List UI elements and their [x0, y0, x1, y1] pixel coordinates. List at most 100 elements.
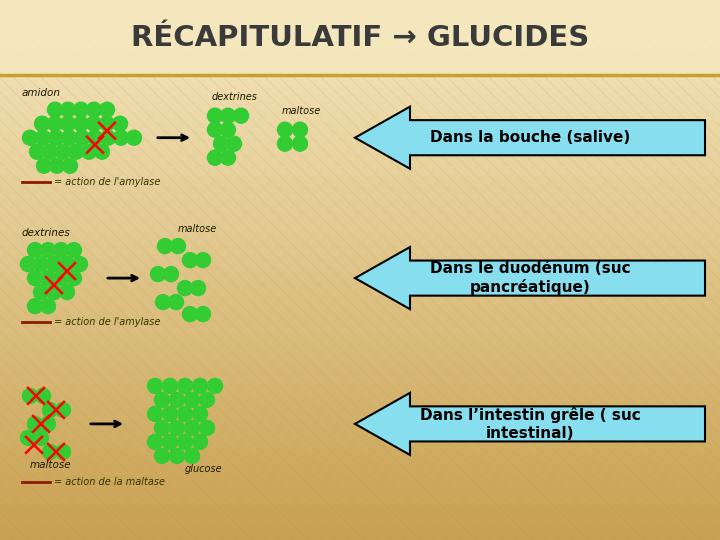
Circle shape — [40, 299, 55, 314]
Bar — [0, 40, 720, 43]
Bar — [0, 324, 720, 327]
Circle shape — [178, 407, 192, 421]
Bar — [0, 459, 720, 462]
Circle shape — [40, 271, 55, 286]
Circle shape — [199, 421, 215, 435]
Bar — [0, 159, 720, 162]
Bar — [0, 100, 720, 103]
Bar — [0, 472, 720, 475]
Circle shape — [27, 271, 42, 286]
Circle shape — [163, 267, 179, 281]
Circle shape — [163, 434, 178, 449]
Circle shape — [27, 416, 42, 431]
Circle shape — [220, 108, 235, 123]
Bar — [0, 24, 720, 27]
Circle shape — [207, 108, 222, 123]
Bar — [0, 151, 720, 154]
Bar — [0, 157, 720, 159]
Circle shape — [34, 430, 48, 445]
Bar — [0, 232, 720, 235]
Bar — [0, 481, 720, 483]
Polygon shape — [355, 106, 705, 168]
Circle shape — [168, 295, 184, 309]
Bar — [0, 116, 720, 119]
Circle shape — [192, 407, 207, 421]
Bar — [0, 319, 720, 321]
Bar — [0, 89, 720, 92]
Bar — [0, 8, 720, 11]
Bar — [0, 167, 720, 170]
Bar — [0, 335, 720, 338]
Circle shape — [178, 281, 192, 295]
Bar — [0, 132, 720, 135]
Bar — [0, 108, 720, 111]
Circle shape — [163, 407, 178, 421]
Circle shape — [48, 116, 63, 131]
Circle shape — [114, 130, 128, 145]
Bar — [0, 73, 720, 76]
Circle shape — [99, 102, 114, 117]
Bar — [0, 284, 720, 286]
Circle shape — [73, 256, 88, 272]
Bar — [0, 105, 720, 108]
Bar — [0, 489, 720, 491]
Bar — [0, 413, 720, 416]
Bar — [0, 57, 720, 59]
Bar — [0, 513, 720, 516]
Bar — [0, 30, 720, 32]
Bar — [0, 446, 720, 448]
Circle shape — [42, 144, 58, 159]
Circle shape — [192, 434, 207, 449]
Circle shape — [158, 239, 173, 254]
Bar — [0, 143, 720, 146]
Circle shape — [171, 239, 186, 254]
Bar — [0, 186, 720, 189]
Circle shape — [60, 116, 76, 131]
Bar — [0, 130, 720, 132]
Bar — [0, 386, 720, 389]
Circle shape — [27, 242, 42, 258]
Text: Dans l’intestin grêle ( suc
intestinal): Dans l’intestin grêle ( suc intestinal) — [420, 407, 640, 441]
Bar — [0, 194, 720, 197]
Bar — [0, 230, 720, 232]
Text: dextrines: dextrines — [212, 92, 258, 102]
Circle shape — [55, 444, 71, 460]
Bar — [0, 140, 720, 143]
Bar — [0, 262, 720, 265]
Bar — [0, 178, 720, 181]
Circle shape — [169, 421, 184, 435]
Bar — [0, 478, 720, 481]
Bar — [0, 378, 720, 381]
Circle shape — [53, 271, 68, 286]
Circle shape — [178, 379, 192, 394]
Bar — [0, 435, 720, 437]
Circle shape — [47, 285, 61, 300]
Bar — [0, 427, 720, 429]
Bar — [0, 189, 720, 192]
Bar — [0, 451, 720, 454]
Circle shape — [220, 122, 235, 137]
Bar — [0, 5, 720, 8]
Bar — [0, 59, 720, 62]
Bar — [0, 532, 720, 535]
Bar — [0, 329, 720, 332]
Circle shape — [178, 434, 192, 449]
Bar — [0, 146, 720, 148]
Bar — [0, 235, 720, 238]
Bar — [0, 103, 720, 105]
Bar — [0, 92, 720, 94]
Bar — [0, 184, 720, 186]
Bar — [0, 84, 720, 86]
Circle shape — [99, 116, 114, 131]
Bar — [0, 3, 720, 5]
Circle shape — [48, 102, 63, 117]
Bar — [0, 11, 720, 14]
Bar — [0, 192, 720, 194]
Circle shape — [22, 130, 37, 145]
Circle shape — [74, 130, 89, 145]
Bar — [0, 516, 720, 518]
Text: Dans le duodénum (suc
pancréatique): Dans le duodénum (suc pancréatique) — [430, 261, 630, 295]
Bar — [0, 343, 720, 346]
Bar — [0, 148, 720, 151]
Bar — [0, 122, 720, 124]
